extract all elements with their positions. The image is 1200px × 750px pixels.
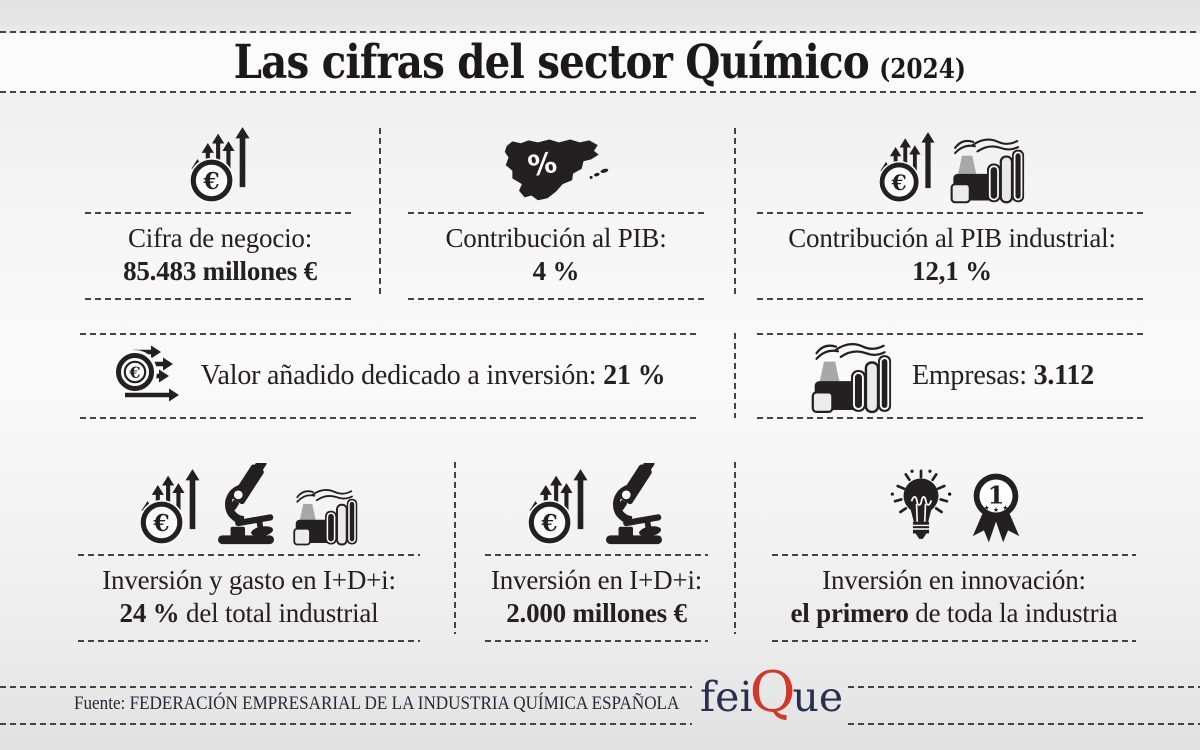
card-valor-anadido: Valor añadido dedicado a inversión: 21 % [80, 333, 700, 419]
separator [454, 462, 456, 634]
separator [734, 333, 736, 418]
card-label: Contribución al PIB industrial: [788, 223, 1116, 253]
card-rule [772, 554, 1136, 556]
card-cifra-negocio: Cifra de negocio: 85.483 millones € [85, 124, 355, 300]
card-rule [757, 417, 1147, 419]
card-label: Inversión en I+D+i: [490, 565, 703, 595]
card-inversion-innovacion: Inversión en innovación: el primero de t… [772, 450, 1136, 642]
factory-icon [949, 135, 1025, 204]
money-growth-icon [528, 469, 588, 546]
card-label: Empresas: 3.112 [911, 360, 1095, 391]
card-inversion-gasto-idi: Inversión y gasto en I+D+i: 24 % del tot… [78, 450, 420, 642]
card-rule [772, 640, 1136, 642]
card-rule [80, 417, 700, 419]
separator [734, 128, 736, 296]
card-rule [408, 298, 704, 300]
spain-map-percent-icon [500, 130, 612, 204]
first-place-medal-icon [970, 471, 1022, 546]
microscope-icon [214, 463, 278, 546]
card-rule [757, 212, 1147, 214]
source-attribution: Fuente: FEDERACIÓN EMPRESARIAL DE LA IND… [74, 693, 680, 714]
page-title: Las cifras del sector Químico (2024) [0, 36, 1200, 101]
card-label: Inversión en innovación: [822, 565, 1086, 595]
card-value: 85.483 millones € [123, 256, 317, 286]
card-rule [78, 554, 420, 556]
title-year: (2024) [879, 54, 967, 85]
card-rule [85, 212, 355, 214]
card-value: 4 % [532, 256, 580, 286]
card-empresas: Empresas: 3.112 [757, 333, 1147, 419]
factory-icon [810, 339, 892, 414]
card-rule [757, 333, 1147, 335]
card-rule [757, 298, 1147, 300]
card-value: 12,1 % [912, 256, 992, 286]
card-rule [80, 333, 700, 335]
card-rule [408, 212, 704, 214]
header-top-rule [0, 31, 1200, 33]
lightbulb-icon [886, 469, 956, 546]
title-text: Las cifras del sector Químico [233, 35, 870, 90]
separator [379, 128, 381, 296]
card-rule [485, 640, 708, 642]
logo-text-fei: fei [700, 673, 753, 721]
money-growth-icon [879, 132, 935, 204]
card-inversion-idi: Inversión en I+D+i: 2.000 millones € [485, 450, 708, 642]
footer-bottom-rule [0, 723, 692, 725]
card-rule [485, 554, 708, 556]
money-growth-icon [140, 469, 200, 546]
feique-logo: feiQue [700, 665, 844, 732]
card-contribucion-pib: Contribución al PIB: 4 % [408, 124, 704, 300]
card-rule [78, 640, 420, 642]
card-label: Valor añadido dedicado a inversión: 21 % [200, 360, 666, 391]
microscope-icon [602, 463, 666, 546]
card-rule [85, 298, 355, 300]
card-value: 24 % del total industrial [119, 598, 379, 628]
factory-icon [292, 486, 358, 546]
header-bottom-rule [0, 91, 1200, 93]
euro-transfer-icon [115, 345, 181, 407]
logo-text-ue: ue [792, 673, 844, 721]
card-label: Inversión y gasto en I+D+i: [102, 565, 396, 595]
footer-bottom-rule [848, 723, 1200, 725]
money-growth-icon [190, 127, 250, 204]
card-contribucion-pib-industrial: Contribución al PIB industrial: 12,1 % [757, 124, 1147, 300]
logo-text-q: Q [749, 660, 796, 725]
card-label: Contribución al PIB: [445, 223, 667, 253]
footer-top-rule [848, 686, 1200, 688]
title-band [0, 33, 1200, 91]
card-value: 2.000 millones € [506, 598, 687, 628]
footer-top-rule [0, 686, 692, 688]
card-label: Cifra de negocio: [127, 223, 313, 253]
separator [734, 462, 736, 634]
card-value: el primero de toda la industria [790, 598, 1118, 628]
